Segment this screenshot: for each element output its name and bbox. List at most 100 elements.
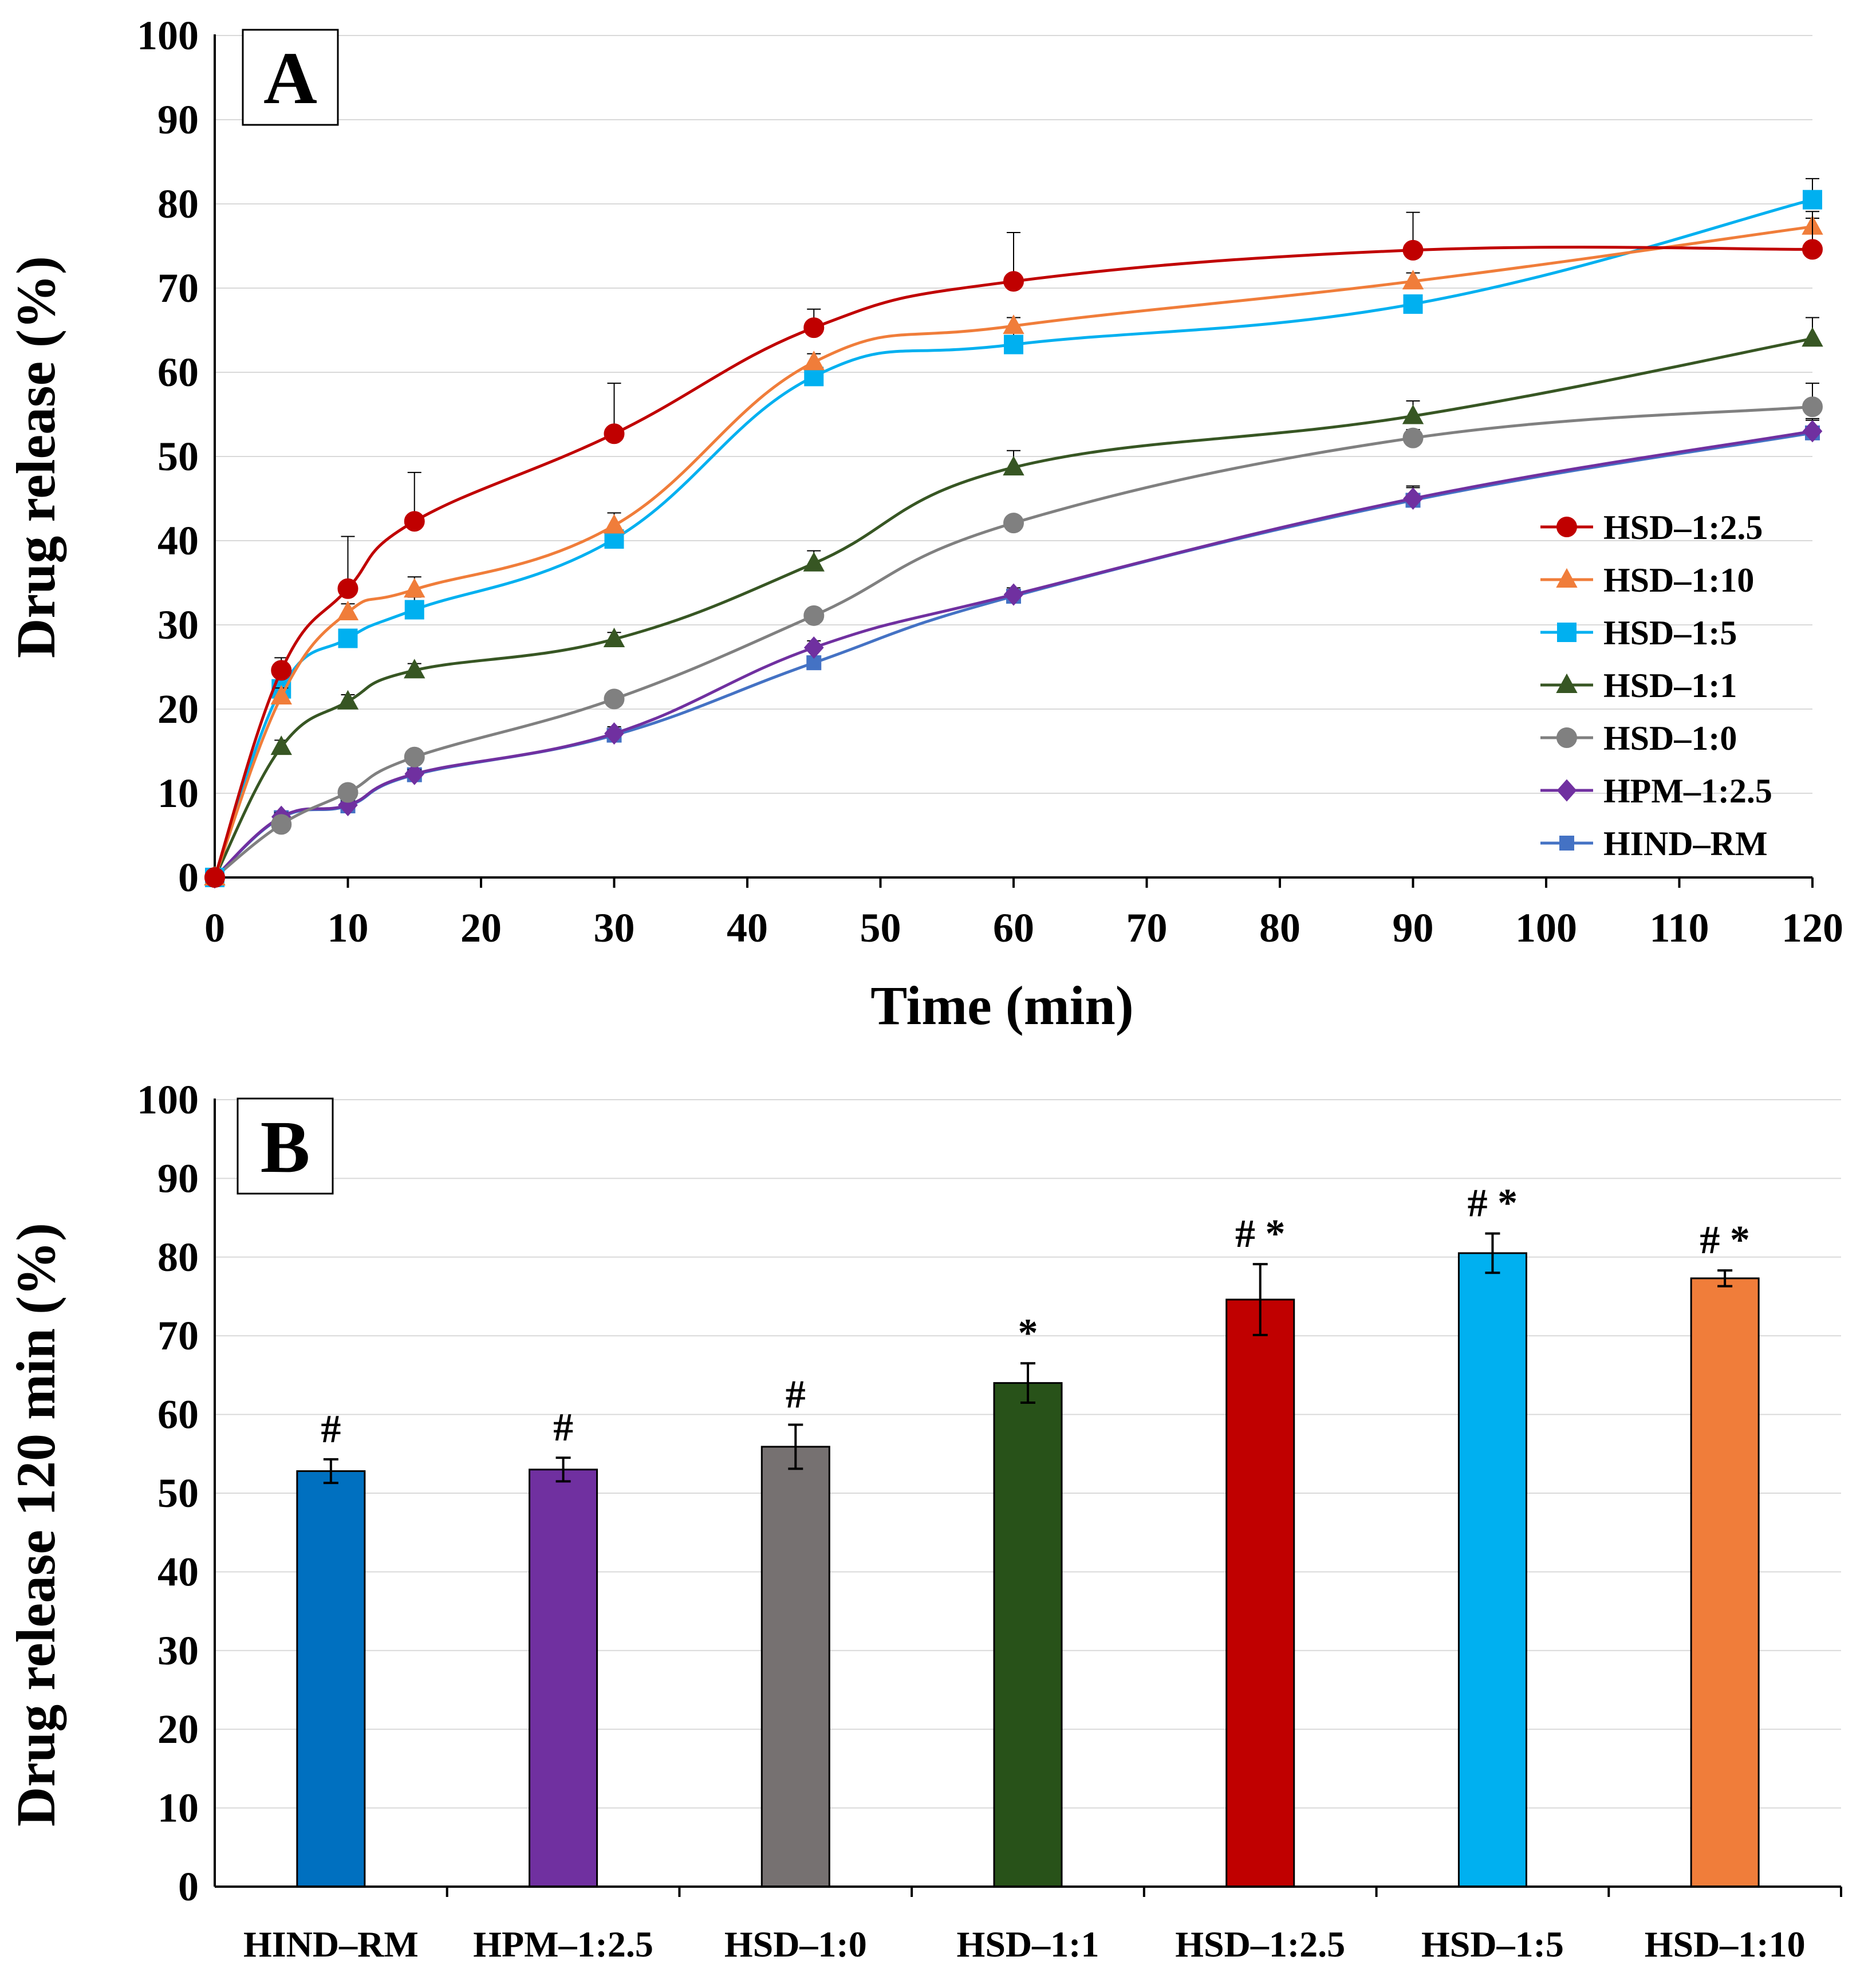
panel-a-x-tick-label: 90: [1393, 905, 1434, 951]
panel-b-y-tick-label: 30: [157, 1628, 199, 1674]
data-point: [404, 659, 425, 679]
data-point: [1803, 190, 1822, 210]
legend-marker: [1556, 779, 1577, 802]
bar: [1690, 1277, 1760, 1888]
panel-a-y-tick-label: 40: [157, 518, 199, 564]
data-point: [271, 660, 292, 681]
data-point: [404, 600, 424, 620]
panel-b-y-tick-label: 0: [178, 1864, 199, 1910]
bar-group: [529, 1457, 598, 1888]
data-point: [1802, 396, 1823, 418]
legend-label: HSD–1:0: [1603, 719, 1737, 757]
legend-label: HSD–1:5: [1603, 614, 1737, 652]
panel-a-x-tick-label: 0: [204, 905, 225, 951]
panel-a-y-tick-label: 20: [157, 686, 199, 732]
panel-a: 0 10 20 30 40 50 60 70 80 90 100 0 10 20 30 40 50 60 70 80…: [5, 13, 1843, 1036]
data-point: [1003, 271, 1024, 292]
legend-entry: HSD–1:5: [1540, 614, 1737, 652]
legend-label: HSD–1:2.5: [1603, 509, 1763, 546]
data-point: [404, 746, 425, 767]
legend-entry: HSD–1:0: [1540, 719, 1737, 757]
panel-a-y-tick-label: 30: [157, 602, 199, 648]
panel-a-x-tick-label: 50: [860, 905, 901, 951]
panel-a-y-tick-label: 50: [157, 434, 199, 479]
panel-a-x-tick-label: 40: [727, 905, 768, 951]
bar-group: [1690, 1269, 1760, 1888]
panel-a-y-tick-label: 10: [157, 770, 199, 816]
data-point: [404, 762, 425, 785]
legend-entry: HSD–1:2.5: [1540, 509, 1763, 546]
bar-group: [760, 1423, 830, 1888]
panel-b-y-tick-label: 80: [157, 1234, 199, 1280]
series-HSD–1:5: [205, 178, 1822, 887]
bar-group: [993, 1362, 1063, 1888]
panel-b-y-tick-label: 50: [157, 1470, 199, 1516]
data-point: [1403, 294, 1423, 314]
legend-marker: [1557, 623, 1577, 642]
bar-group: [1457, 1232, 1527, 1888]
data-point: [1402, 270, 1424, 290]
panel-b-axes: [214, 1099, 1842, 1897]
legend-label: HIND–RM: [1603, 825, 1768, 863]
panel-b-y-tick-label: 40: [157, 1549, 199, 1595]
panel-b-significance-annotations: # # # * # * # * # *: [321, 1182, 1750, 1451]
panel-a-x-tick-label: 20: [460, 905, 502, 951]
bar: [1225, 1298, 1295, 1888]
data-point: [404, 578, 425, 598]
panel-b-y-tick-labels: 0 10 20 30 40 50 60 70 80 90 100: [137, 1077, 199, 1910]
data-point: [1402, 239, 1424, 261]
significance-annotation: # *: [1235, 1212, 1286, 1256]
panel-a-y-tick-label: 0: [178, 855, 199, 900]
panel-a-x-tick-label: 70: [1126, 905, 1168, 951]
data-point: [803, 552, 825, 572]
category-label: HSD–1:2.5: [1175, 1924, 1345, 1965]
data-point: [1402, 427, 1424, 448]
panel-a-y-tick-label: 80: [157, 181, 199, 227]
bar: [993, 1382, 1063, 1888]
category-label: HSD–1:5: [1421, 1924, 1564, 1965]
significance-annotation: # *: [1700, 1218, 1750, 1262]
data-point: [337, 690, 359, 710]
panel-b-y-tick-label: 60: [157, 1392, 199, 1438]
panel-b-y-tick-label: 10: [157, 1785, 199, 1831]
panel-a-x-tick-label: 100: [1515, 905, 1577, 951]
legend-entry: HSD–1:1: [1540, 667, 1737, 704]
data-point: [1403, 487, 1423, 510]
panel-a-y-axis-title: Drug release (%): [5, 256, 66, 658]
panel-a-legend: HSD–1:2.5 HSD–1:10 HSD–1:5 HSD–1:1 HSD–1:0 HP…: [1540, 509, 1772, 863]
data-point: [1003, 314, 1024, 334]
data-point: [604, 423, 625, 444]
series-HSD–1:2.5: [204, 211, 1823, 888]
panel-a-y-tick-labels: 0 10 20 30 40 50 60 70 80 90 100: [137, 13, 199, 900]
bar: [296, 1470, 366, 1888]
panel-a-x-axis-title: Time (min): [870, 975, 1134, 1036]
legend-label: HSD–1:10: [1603, 561, 1754, 599]
panel-a-y-tick-label: 100: [137, 13, 199, 58]
legend-label: HPM–1:2.5: [1603, 772, 1772, 810]
panel-a-label-box: [242, 29, 339, 126]
legend-entry: HIND–RM: [1540, 825, 1768, 863]
data-point: [803, 605, 825, 626]
data-point: [803, 351, 825, 371]
legend-marker: [1556, 727, 1577, 748]
panel-a-series: [204, 178, 1823, 889]
panel-a-x-tick-label: 10: [328, 905, 369, 951]
panel-a-x-tick-labels: 0 10 20 30 40 50 60 70 80 90 100 110 120: [204, 905, 1843, 951]
series-HSD–1:1: [204, 317, 1823, 885]
data-point: [270, 735, 292, 755]
panel-a-x-tick-label: 110: [1649, 905, 1709, 951]
significance-annotation: #: [786, 1372, 806, 1416]
data-point: [603, 627, 625, 647]
data-point: [338, 628, 358, 648]
data-point: [603, 514, 625, 534]
legend-entry: HPM–1:2.5: [1540, 772, 1772, 810]
panel-a-y-tick-label: 60: [157, 349, 199, 395]
legend-marker: [1556, 568, 1578, 588]
significance-annotation: # *: [1468, 1182, 1518, 1226]
data-point: [803, 317, 825, 338]
panel-b-label-box: [237, 1097, 334, 1195]
category-label: HSD–1:1: [957, 1924, 1099, 1965]
legend-label: HSD–1:1: [1603, 667, 1737, 704]
